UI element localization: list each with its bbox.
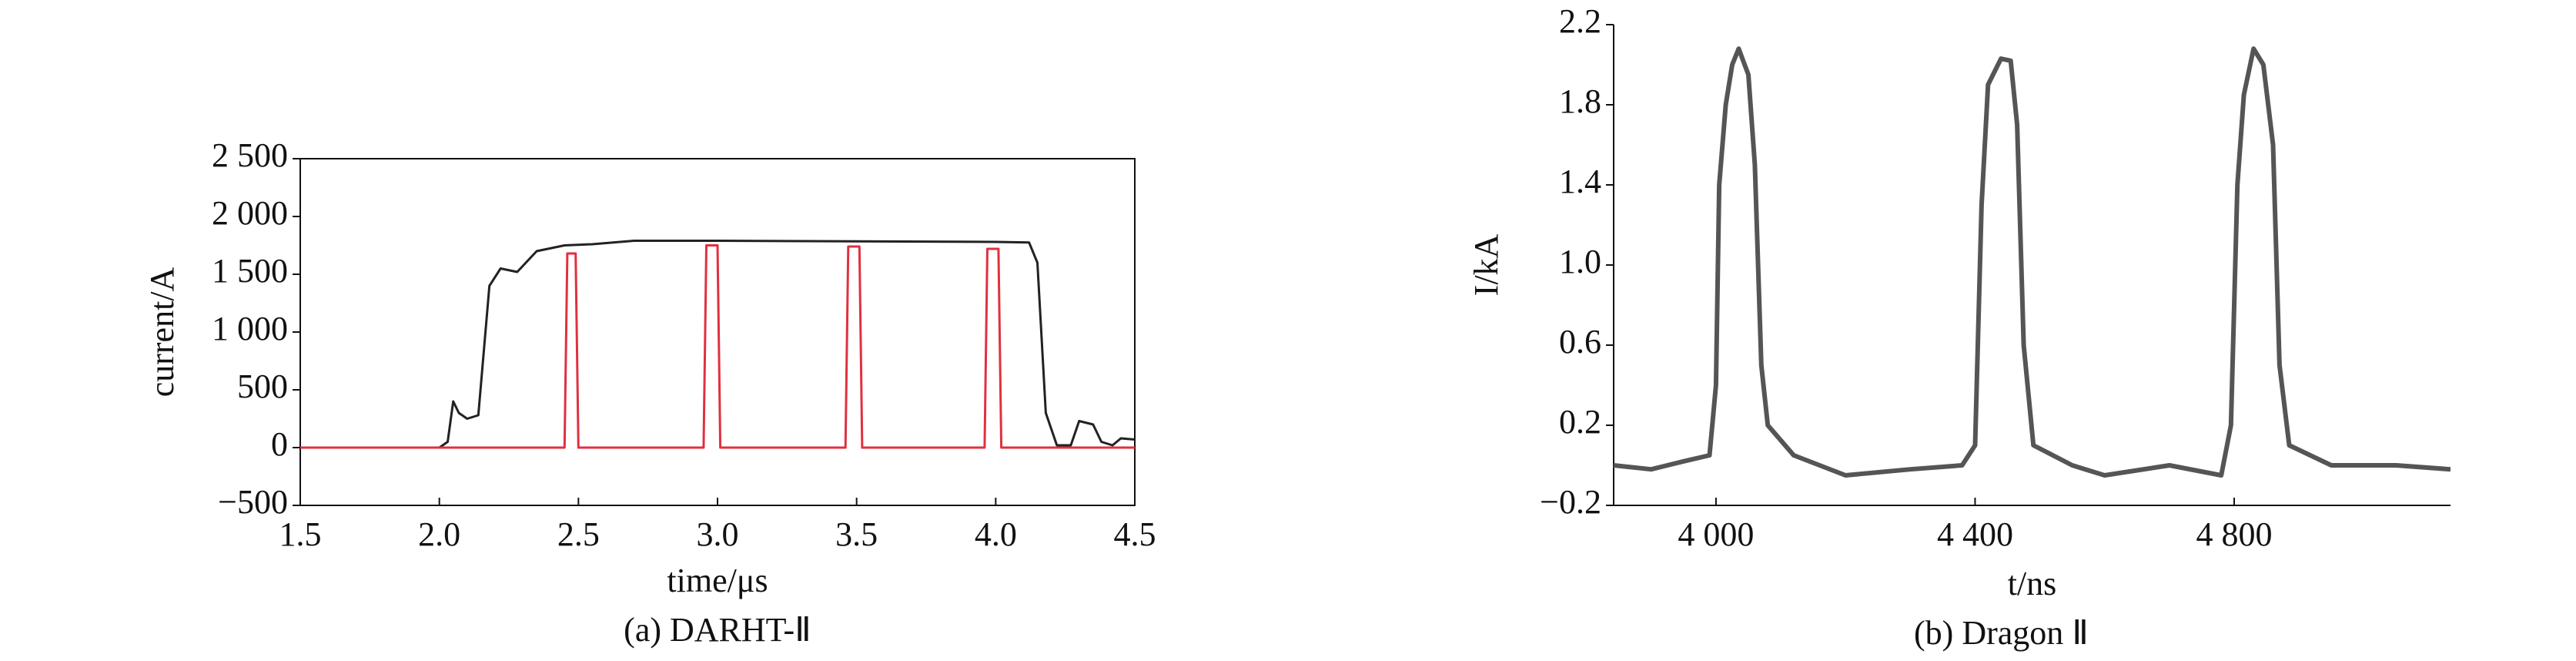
- y-tick-label: 1.4: [1559, 163, 1601, 200]
- y-tick-label: 1 500: [212, 252, 288, 290]
- x-tick-label: 2.0: [418, 515, 460, 553]
- y-tick-label: −0.2: [1540, 483, 1601, 521]
- y-tick-label: −500: [218, 483, 288, 521]
- x-axis-label: time/μs: [667, 562, 768, 599]
- x-tick-label: 2.5: [557, 515, 600, 553]
- caption: (b) Dragon Ⅱ: [1914, 614, 2089, 652]
- x-tick-label: 3.0: [697, 515, 739, 553]
- y-tick-label: 500: [237, 367, 288, 405]
- series-line: [1613, 46, 2451, 478]
- x-tick-label: 1.5: [279, 515, 322, 553]
- y-tick-label: 1 000: [212, 310, 288, 347]
- series-line: [300, 240, 1136, 449]
- x-axis-label: t/ns: [2008, 565, 2057, 602]
- y-tick-label: 2 500: [212, 136, 288, 174]
- y-tick-label: 1.8: [1559, 82, 1601, 120]
- y-tick-label: 1.0: [1559, 243, 1601, 280]
- x-tick-label: 3.5: [835, 515, 878, 553]
- x-tick-label: 4 400: [1937, 515, 2013, 553]
- caption: (a) DARHT-Ⅱ: [624, 611, 811, 649]
- x-tick-label: 4 800: [2196, 515, 2272, 553]
- x-tick-label: 4.5: [1114, 515, 1156, 553]
- x-tick-label: 4 000: [1678, 515, 1754, 553]
- series-line: [300, 244, 1135, 449]
- plot-frame: [299, 158, 1136, 506]
- x-tick-label: 4.0: [975, 515, 1017, 553]
- y-tick-label: 0: [271, 425, 288, 463]
- y-axis-label: I/kA: [1467, 233, 1505, 296]
- y-tick-label: 0.6: [1559, 323, 1601, 361]
- y-tick-label: 2 000: [212, 194, 288, 232]
- y-tick-label: 0.2: [1559, 403, 1601, 441]
- y-axis-label: current/A: [143, 267, 181, 397]
- y-tick-label: 2.2: [1559, 2, 1601, 40]
